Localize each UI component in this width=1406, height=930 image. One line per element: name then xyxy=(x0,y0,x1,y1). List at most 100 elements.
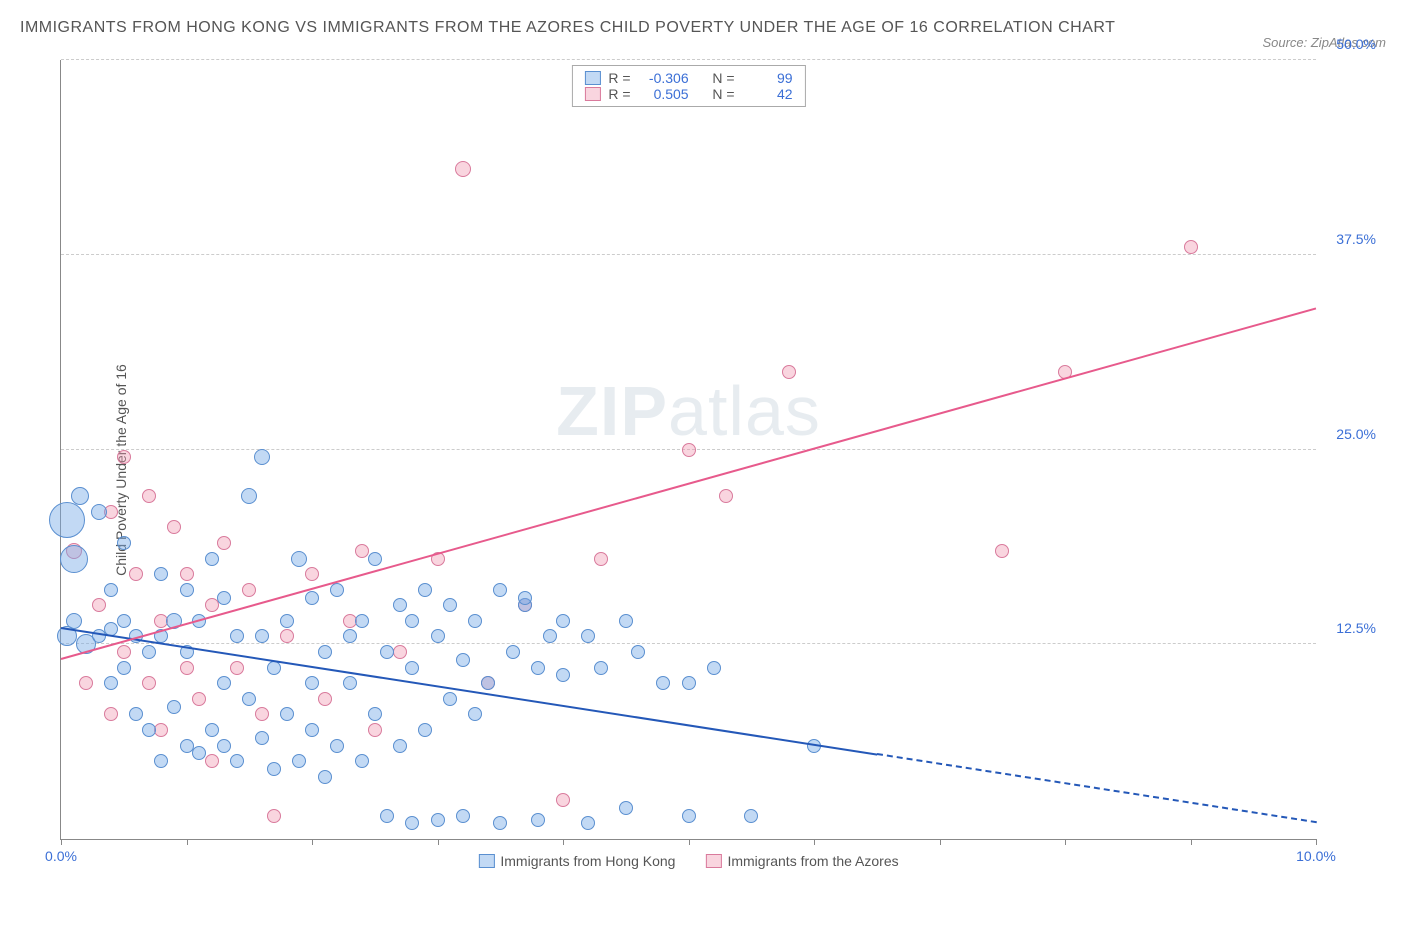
swatch-az-icon xyxy=(705,854,721,868)
x-tick-label: 10.0% xyxy=(1296,848,1336,864)
scatter-point-hk xyxy=(343,629,357,643)
scatter-point-az xyxy=(129,567,143,581)
legend-item-az: Immigrants from the Azores xyxy=(705,853,898,869)
scatter-point-hk xyxy=(60,545,88,573)
plot-area: ZIPatlas R = -0.306 N = 99 R = 0.505 N =… xyxy=(60,60,1316,840)
scatter-point-az xyxy=(79,676,93,690)
watermark-atlas: atlas xyxy=(668,372,821,450)
x-tick xyxy=(187,839,188,845)
scatter-point-hk xyxy=(167,700,181,714)
legend-row-az: R = 0.505 N = 42 xyxy=(584,86,792,102)
x-tick-label: 0.0% xyxy=(45,848,77,864)
legend-row-hk: R = -0.306 N = 99 xyxy=(584,70,792,86)
scatter-point-az xyxy=(305,567,319,581)
scatter-point-az xyxy=(230,661,244,675)
scatter-point-az xyxy=(594,552,608,566)
x-tick xyxy=(438,839,439,845)
scatter-point-hk xyxy=(443,598,457,612)
scatter-point-az xyxy=(782,365,796,379)
scatter-point-hk xyxy=(117,536,131,550)
scatter-point-hk xyxy=(217,739,231,753)
scatter-point-hk xyxy=(493,583,507,597)
scatter-point-hk xyxy=(305,676,319,690)
scatter-point-hk xyxy=(104,583,118,597)
legend-item-hk: Immigrants from Hong Kong xyxy=(478,853,675,869)
scatter-point-hk xyxy=(241,488,257,504)
scatter-point-az xyxy=(556,793,570,807)
scatter-point-hk xyxy=(217,591,231,605)
scatter-point-hk xyxy=(104,676,118,690)
scatter-point-hk xyxy=(631,645,645,659)
scatter-point-az xyxy=(217,536,231,550)
scatter-point-hk xyxy=(205,723,219,737)
r-label: R = xyxy=(608,86,630,102)
x-tick xyxy=(312,839,313,845)
scatter-point-hk xyxy=(682,676,696,690)
scatter-point-az xyxy=(205,754,219,768)
scatter-point-hk xyxy=(129,707,143,721)
scatter-point-hk xyxy=(255,731,269,745)
scatter-point-hk xyxy=(142,645,156,659)
scatter-point-az xyxy=(192,692,206,706)
scatter-point-hk xyxy=(518,591,532,605)
scatter-point-hk xyxy=(154,567,168,581)
scatter-point-az xyxy=(242,583,256,597)
scatter-point-hk xyxy=(254,449,270,465)
scatter-point-hk xyxy=(318,645,332,659)
scatter-point-az xyxy=(117,450,131,464)
scatter-point-hk xyxy=(418,723,432,737)
swatch-hk-icon xyxy=(478,854,494,868)
scatter-point-hk xyxy=(405,614,419,628)
scatter-point-az xyxy=(719,489,733,503)
scatter-point-hk xyxy=(707,661,721,675)
scatter-point-hk xyxy=(481,676,495,690)
gridline xyxy=(61,59,1316,60)
scatter-point-hk xyxy=(556,614,570,628)
gridline xyxy=(61,643,1316,644)
scatter-point-az xyxy=(1184,240,1198,254)
scatter-point-hk xyxy=(205,552,219,566)
scatter-point-az xyxy=(280,629,294,643)
scatter-point-hk xyxy=(318,770,332,784)
scatter-point-az xyxy=(318,692,332,706)
scatter-point-az xyxy=(154,723,168,737)
scatter-point-hk xyxy=(91,504,107,520)
scatter-point-hk xyxy=(493,816,507,830)
y-tick-label: 37.5% xyxy=(1321,231,1376,247)
scatter-point-az xyxy=(180,567,194,581)
scatter-point-az xyxy=(995,544,1009,558)
scatter-point-az xyxy=(368,723,382,737)
scatter-point-hk xyxy=(280,614,294,628)
scatter-point-hk xyxy=(556,668,570,682)
scatter-point-hk xyxy=(506,645,520,659)
n-value-hk: 99 xyxy=(743,70,793,86)
scatter-point-hk xyxy=(456,809,470,823)
scatter-point-az xyxy=(92,598,106,612)
scatter-point-hk xyxy=(393,739,407,753)
scatter-point-az xyxy=(205,598,219,612)
scatter-point-az xyxy=(117,645,131,659)
scatter-point-hk xyxy=(291,551,307,567)
scatter-point-hk xyxy=(280,707,294,721)
scatter-point-hk xyxy=(431,813,445,827)
scatter-point-hk xyxy=(217,676,231,690)
chart-area: Child Poverty Under the Age of 16 ZIPatl… xyxy=(20,60,1386,880)
chart-header: IMMIGRANTS FROM HONG KONG VS IMMIGRANTS … xyxy=(20,15,1386,50)
trendline-hk xyxy=(61,627,877,756)
scatter-point-hk xyxy=(531,813,545,827)
scatter-point-hk xyxy=(656,676,670,690)
scatter-point-hk xyxy=(117,661,131,675)
scatter-point-hk xyxy=(305,723,319,737)
n-label: N = xyxy=(712,86,734,102)
scatter-point-az xyxy=(104,707,118,721)
scatter-point-hk xyxy=(468,707,482,721)
scatter-point-hk xyxy=(594,661,608,675)
scatter-point-hk xyxy=(456,653,470,667)
r-label: R = xyxy=(608,70,630,86)
gridline xyxy=(61,254,1316,255)
scatter-point-hk xyxy=(443,692,457,706)
scatter-point-az xyxy=(267,809,281,823)
scatter-point-hk xyxy=(255,629,269,643)
scatter-point-hk xyxy=(431,629,445,643)
scatter-point-hk xyxy=(180,583,194,597)
